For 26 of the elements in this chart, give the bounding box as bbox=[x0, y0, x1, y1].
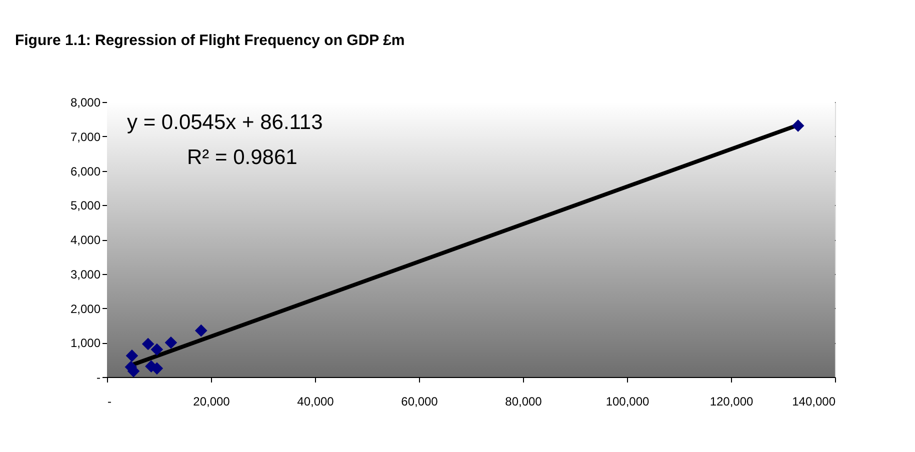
x-tick-label: 60,000 bbox=[401, 394, 438, 408]
y-tick-label: - bbox=[96, 370, 100, 384]
point bbox=[195, 324, 207, 336]
point bbox=[126, 350, 138, 362]
y-tick-label: 5,000 bbox=[70, 198, 101, 213]
x-tick-label: 120,000 bbox=[710, 394, 754, 408]
x-tick-label: 80,000 bbox=[505, 394, 542, 408]
point bbox=[792, 120, 804, 132]
y-tick-label: 7,000 bbox=[70, 130, 101, 144]
y-tick-label: 2,000 bbox=[70, 302, 101, 316]
point bbox=[142, 338, 154, 350]
annotation: y = 0.0545x + 86.113 bbox=[127, 111, 323, 134]
point bbox=[165, 336, 177, 348]
x-tick-label: 20,000 bbox=[193, 394, 230, 408]
x-tick-label: - bbox=[108, 394, 112, 408]
y-tick-label: 8,000 bbox=[70, 96, 101, 110]
y-tick-label: 1,000 bbox=[70, 336, 101, 350]
x-tick-label: 40,000 bbox=[297, 394, 334, 408]
chart-title: Figure 1.1: Regression of Flight Frequency on GDP £m bbox=[14, 32, 405, 49]
annotation: R² = 0.9861 bbox=[187, 146, 298, 169]
y-tick-label: 4,000 bbox=[70, 233, 101, 247]
y-tick-label: 6,000 bbox=[70, 164, 101, 178]
point bbox=[151, 344, 163, 356]
y-tick-label: 3,000 bbox=[70, 267, 101, 282]
x-tick-label: 100,000 bbox=[606, 394, 650, 408]
x-tick-label: 140,000 bbox=[792, 394, 836, 408]
